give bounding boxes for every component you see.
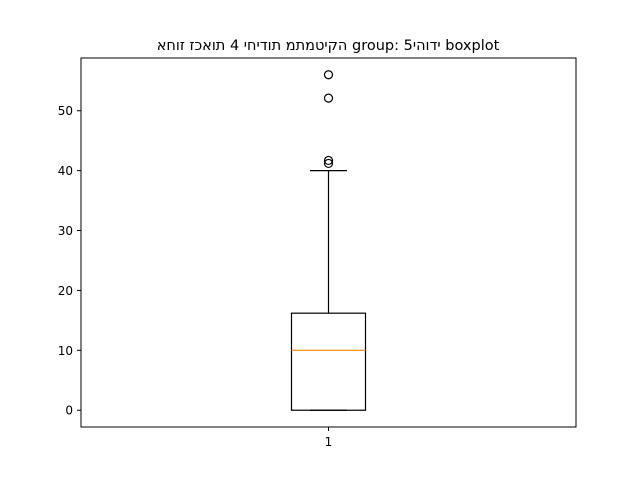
- axes-frame: [80, 57, 577, 428]
- box-iqr: [290, 312, 367, 411]
- outlier-point: [323, 155, 334, 166]
- y-tick-label: 0: [65, 404, 73, 418]
- y-tick-label: 10: [58, 344, 73, 358]
- y-tick-label: 30: [58, 224, 73, 238]
- y-tick-label: 20: [58, 284, 73, 298]
- plot-area: 0 10 20 30 40 50 1: [58, 57, 577, 449]
- chart-title: הקיטמתמ תודיחי 4 תואכז זוחא group: ידוהי…: [157, 38, 500, 54]
- outlier-point: [323, 70, 334, 80]
- y-tick-label: 40: [58, 164, 73, 178]
- y-tick-label: 50: [58, 104, 73, 118]
- x-tick-label: 1: [325, 435, 333, 449]
- outlier-point: [323, 158, 334, 169]
- outlier-point: [323, 93, 334, 103]
